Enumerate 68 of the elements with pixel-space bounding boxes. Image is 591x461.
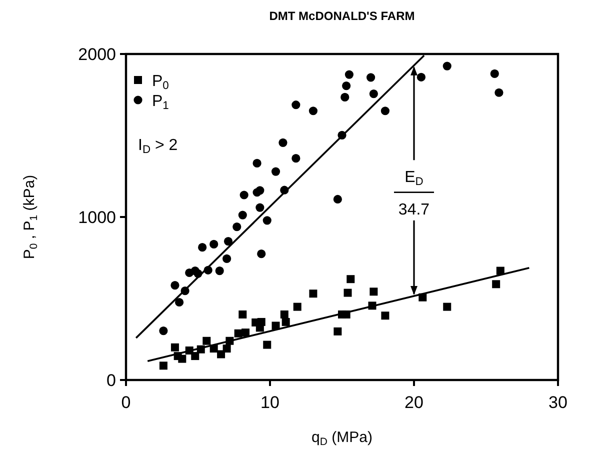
point	[159, 326, 168, 336]
point	[222, 254, 232, 264]
chart-title: DMT McDONALD'S FARM	[269, 9, 415, 23]
point	[256, 186, 264, 195]
point	[490, 69, 499, 78]
point	[443, 302, 452, 311]
point	[174, 298, 184, 307]
point	[282, 318, 290, 326]
point	[256, 203, 264, 212]
point	[369, 89, 378, 98]
point	[202, 336, 211, 345]
x-axis-title: q$_{D}$ (MPa)	[312, 429, 372, 448]
point	[416, 72, 426, 82]
point	[380, 106, 390, 116]
point	[191, 352, 200, 360]
point	[272, 322, 280, 330]
point	[340, 92, 350, 102]
point	[198, 243, 207, 252]
point	[170, 280, 180, 290]
x-tick-label: 0	[121, 393, 131, 412]
point	[344, 288, 352, 297]
x-tick-label: 30	[548, 393, 568, 412]
point	[210, 240, 218, 249]
annotation: 34.7	[398, 201, 430, 218]
point	[215, 266, 224, 276]
point	[159, 362, 168, 370]
point	[333, 194, 342, 204]
x-tick-label: 10	[260, 393, 280, 412]
point	[309, 290, 318, 298]
point	[238, 210, 247, 220]
legend-label: P$_{0}$	[152, 73, 169, 92]
point	[178, 354, 186, 363]
y-tick-label: 0	[106, 371, 116, 390]
point	[224, 236, 233, 246]
point	[262, 216, 272, 225]
point	[232, 222, 242, 232]
point	[494, 88, 504, 97]
point	[342, 81, 351, 90]
point	[292, 154, 300, 163]
point	[344, 70, 354, 79]
annotation: E$_{D}$	[404, 169, 424, 188]
point	[370, 288, 378, 296]
point	[334, 327, 342, 336]
point	[308, 106, 318, 116]
point	[252, 158, 262, 168]
point	[222, 344, 231, 353]
point	[271, 167, 280, 176]
point	[257, 250, 266, 258]
point	[217, 350, 226, 358]
annotation: I$_{D}$ > 2	[138, 137, 178, 156]
point	[381, 312, 390, 320]
point	[278, 138, 288, 147]
point	[238, 310, 247, 318]
x-tick-label: 20	[404, 393, 424, 412]
legend-label: P$_{1}$	[152, 93, 169, 112]
point	[242, 328, 250, 337]
point	[346, 275, 355, 284]
point	[442, 62, 452, 70]
point	[293, 302, 302, 311]
point	[292, 100, 300, 110]
point	[170, 343, 179, 352]
point	[263, 340, 272, 349]
point	[366, 73, 376, 82]
y-tick-label: 1000	[78, 208, 116, 227]
point	[492, 280, 500, 288]
point	[280, 310, 288, 318]
y-tick-label: 2000	[78, 45, 116, 64]
point	[240, 190, 248, 200]
